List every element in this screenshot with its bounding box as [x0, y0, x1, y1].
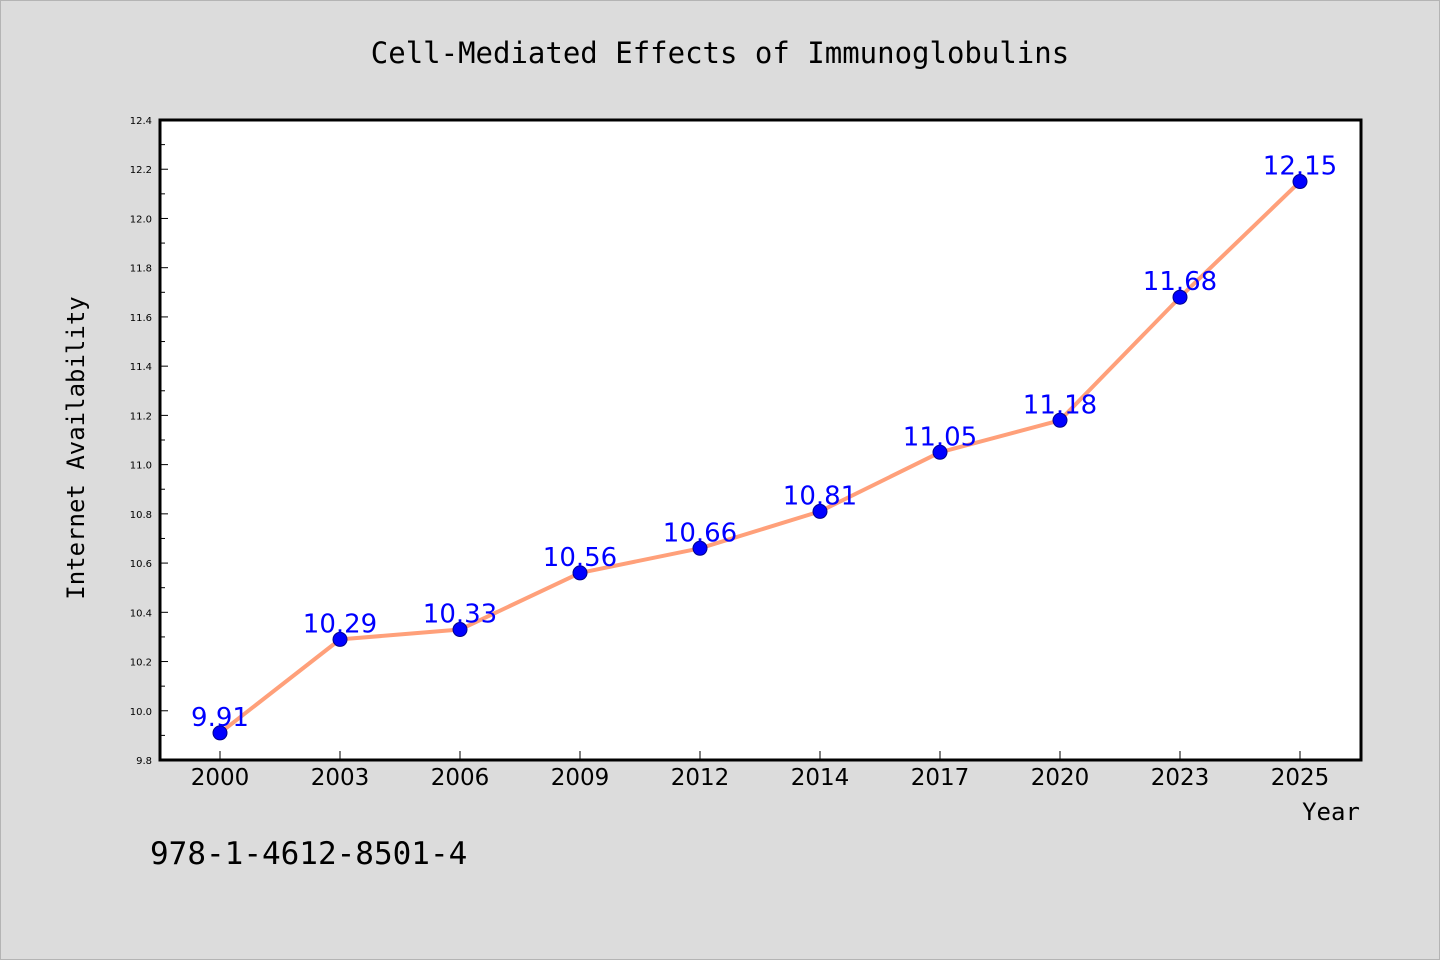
- y-tick-label: 9.8: [136, 756, 152, 767]
- y-tick-label: 12.2: [130, 165, 152, 176]
- data-point-label: 10.29: [303, 609, 377, 639]
- x-tick-label: 2003: [311, 765, 370, 791]
- x-tick-label: 2020: [1031, 765, 1090, 791]
- data-point-marker: [332, 631, 348, 647]
- data-point-marker: [932, 444, 948, 460]
- isbn-footer-text: 978-1-4612-8501-4: [150, 836, 467, 872]
- data-point-marker: [212, 725, 228, 741]
- x-tick-label: 2025: [1271, 765, 1330, 791]
- data-point-marker: [812, 503, 828, 519]
- x-tick-label: 2006: [431, 765, 490, 791]
- y-axis-ticks: 9.8 10.0 10.2 10.4 10.6 10.8 11.0 11.2 11.4 11.6 1…: [130, 116, 168, 767]
- y-tick-label: 10.4: [130, 608, 152, 619]
- x-tick-label: 2017: [911, 765, 970, 791]
- data-point-label: 9.91: [191, 703, 249, 733]
- y-tick-label: 10.2: [130, 658, 152, 669]
- data-point-label: 11.18: [1023, 390, 1097, 420]
- x-tick-label: 2023: [1151, 765, 1210, 791]
- data-point-marker: [692, 540, 708, 556]
- data-point-marker: [1292, 174, 1308, 190]
- data-point-label: 11.05: [903, 422, 977, 452]
- y-tick-label: 12.0: [130, 214, 152, 225]
- data-point-marker: [1052, 412, 1068, 428]
- x-axis-ticks: 2000 2003 2006 2009 2012 2014 2017 2020 2023 2025: [191, 751, 1330, 791]
- x-axis-label: Year: [1302, 798, 1360, 826]
- x-tick-label: 2009: [551, 765, 610, 791]
- y-tick-label: 11.6: [130, 313, 152, 324]
- y-tick-label: 11.8: [130, 264, 152, 275]
- y-tick-label: 10.8: [130, 510, 152, 521]
- data-point-marker: [1172, 289, 1188, 305]
- y-tick-label: 10.0: [130, 707, 152, 718]
- y-axis-label: Internet Availability: [62, 296, 90, 599]
- plot-border: [158, 118, 1363, 762]
- data-markers: [212, 174, 1308, 741]
- x-tick-label: 2012: [671, 765, 730, 791]
- y-tick-label: 11.0: [130, 461, 152, 472]
- data-point-label: 10.81: [783, 481, 857, 511]
- data-point-label: 10.56: [543, 543, 617, 573]
- x-tick-label: 2014: [791, 765, 850, 791]
- y-tick-label: 11.2: [130, 411, 152, 422]
- data-point-marker: [572, 565, 588, 581]
- data-point-label: 10.66: [663, 518, 737, 548]
- data-point-label: 12.15: [1263, 152, 1337, 182]
- plot-area: [160, 120, 1361, 760]
- chart-title: Cell-Mediated Effects of Immunoglobulins: [371, 36, 1069, 70]
- x-tick-label: 2000: [191, 765, 250, 791]
- data-point-label: 11.68: [1143, 267, 1217, 297]
- data-labels: 9.91 10.29 10.33 10.56 10.66 10.81 11.05 11.18 1…: [191, 152, 1337, 733]
- y-tick-label: 12.4: [130, 116, 152, 127]
- y-tick-label: 11.4: [130, 362, 152, 373]
- y-tick-label: 10.6: [130, 559, 152, 570]
- data-point-label: 10.33: [423, 600, 497, 630]
- series-line: [218, 179, 1302, 735]
- data-point-marker: [452, 622, 468, 638]
